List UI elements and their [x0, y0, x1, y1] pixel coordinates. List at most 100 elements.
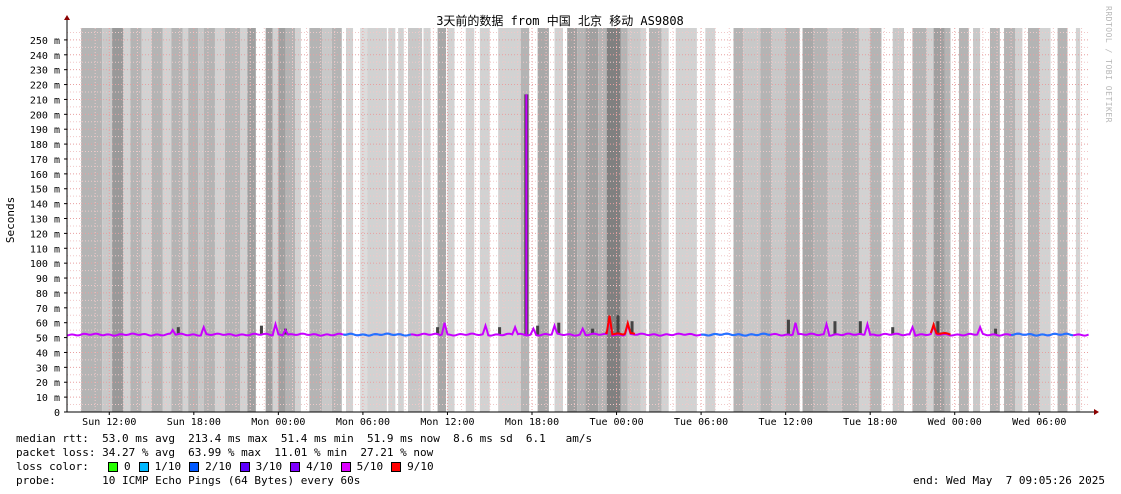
x-tick-label: Tue 18:00 — [843, 417, 897, 428]
loss-band — [813, 28, 828, 412]
legend-item: 4/10 — [290, 460, 333, 474]
loss-band — [388, 28, 396, 412]
legend-item: 5/10 — [340, 460, 384, 474]
loss-band — [465, 28, 475, 412]
loss-band — [743, 28, 761, 412]
legend-label: 3/10 — [255, 460, 283, 473]
loss-band — [858, 28, 871, 412]
legend-swatch — [290, 462, 301, 472]
y-tick-label: 140 m — [30, 200, 60, 211]
loss-band — [1028, 28, 1040, 412]
loss-band — [285, 28, 296, 412]
median-rtt-segment-low-loss — [701, 332, 771, 337]
legend-label: 1/10 — [154, 460, 182, 473]
loss-band — [423, 28, 431, 412]
legend-label: 9/10 — [407, 460, 434, 473]
loss-band — [926, 28, 934, 412]
loss-band — [265, 28, 273, 412]
legend-swatch — [239, 462, 250, 472]
median-rtt-segment-high-loss — [929, 321, 951, 336]
x-tick-label: Wed 06:00 — [1012, 417, 1066, 428]
loss-band — [322, 28, 332, 412]
loss-band — [1015, 28, 1023, 412]
legend-swatch — [108, 462, 118, 472]
end-timestamp: end: Wed May 7 09:05:26 2025 — [912, 474, 1105, 487]
loss-band — [162, 28, 172, 412]
loss-bands — [81, 28, 1081, 412]
loss-band — [437, 28, 447, 412]
x-tick-labels: Sun 12:00 Sun 18:00 Mon 00:00 Mon 06:00 Mon … — [82, 412, 1066, 428]
chart-title: 3天前的数据 from 中国 北京 移动 AS9808 — [436, 13, 684, 28]
smoke-spike — [536, 325, 540, 335]
loss-band — [331, 28, 342, 412]
legend-item: 3/10 — [239, 460, 283, 474]
y-tick-label: 190 m — [30, 125, 60, 136]
x-tick-label: Mon 12:00 — [420, 417, 474, 428]
loss-band — [130, 28, 142, 412]
legend-label: 4/10 — [306, 460, 333, 473]
loss-band — [567, 28, 578, 412]
y-tick-label: 210 m — [30, 95, 60, 106]
y-tick-label: 10 m — [36, 393, 60, 404]
loss-band — [1057, 28, 1068, 412]
x-tick-label: Sun 12:00 — [82, 417, 136, 428]
legend-label: 0 — [124, 460, 131, 473]
median-rtt-segment-low-loss — [1011, 332, 1074, 337]
chart-grid — [66, 28, 1090, 412]
y-tick-label: 220 m — [30, 81, 60, 92]
loss-band — [360, 28, 368, 412]
y-tick-labels: 0 10 m 20 m 30 m 40 m 50 m 60 m 70 m 80 m 90 m 100… — [30, 36, 67, 419]
smoke-spike — [858, 321, 862, 335]
legend-label: 5/10 — [356, 460, 384, 473]
loss-color-legend: loss color: 0 1/10 2/10 3/10 4/10 5/10 9/10 — [16, 460, 442, 474]
loss-band — [705, 28, 716, 412]
y-tick-label: 40 m — [36, 348, 60, 359]
loss-band — [760, 28, 772, 412]
loss-band — [247, 28, 256, 412]
legend-swatch — [138, 462, 149, 472]
y-tick-label: 50 m — [36, 334, 60, 345]
x-tick-label: Tue 00:00 — [589, 417, 643, 428]
loss-band — [802, 28, 814, 412]
median-rtt-series — [66, 94, 1089, 337]
legend-label: 2/10 — [205, 460, 232, 473]
packet-loss-stats: packet loss: 34.27 % avg 63.99 % max 11.… — [16, 446, 434, 459]
loss-band — [648, 28, 662, 412]
legend-item: 9/10 — [391, 460, 434, 474]
median-rtt-segment-high-loss — [605, 315, 636, 336]
loss-band — [123, 28, 131, 412]
legend-swatch — [340, 462, 351, 472]
y-tick-label: 230 m — [30, 66, 60, 77]
x-tick-label: Wed 00:00 — [928, 417, 982, 428]
loss-band — [771, 28, 786, 412]
y-axis-label: Seconds — [4, 197, 17, 243]
smoke-spike — [786, 319, 790, 335]
loss-band — [785, 28, 800, 412]
smoke-spike — [436, 327, 440, 335]
loss-band — [272, 28, 279, 412]
loss-band — [278, 28, 286, 412]
loss-band — [1004, 28, 1016, 412]
legend-item: 2/10 — [189, 460, 232, 474]
y-tick-label: 170 m — [30, 155, 60, 166]
y-tick-label: 70 m — [36, 304, 60, 315]
loss-band — [214, 28, 225, 412]
y-tick-label: 100 m — [30, 259, 60, 270]
median-rtt-segment-low-loss — [343, 332, 412, 337]
y-tick-label: 240 m — [30, 51, 60, 62]
loss-band — [171, 28, 183, 412]
y-tick-label: 30 m — [36, 363, 60, 374]
loss-band — [661, 28, 669, 412]
loss-band — [1075, 28, 1081, 412]
y-tick-label: 110 m — [30, 244, 60, 255]
smoke-spike — [591, 328, 595, 335]
loss-band — [554, 28, 563, 412]
loss-band — [203, 28, 215, 412]
legend-items: 0 1/10 2/10 3/10 4/10 5/10 9/10 — [108, 460, 442, 474]
loss-band — [1039, 28, 1051, 412]
smoke-spike — [498, 327, 502, 335]
legend-swatch — [391, 462, 402, 472]
loss-band — [198, 28, 204, 412]
loss-band — [606, 28, 621, 412]
